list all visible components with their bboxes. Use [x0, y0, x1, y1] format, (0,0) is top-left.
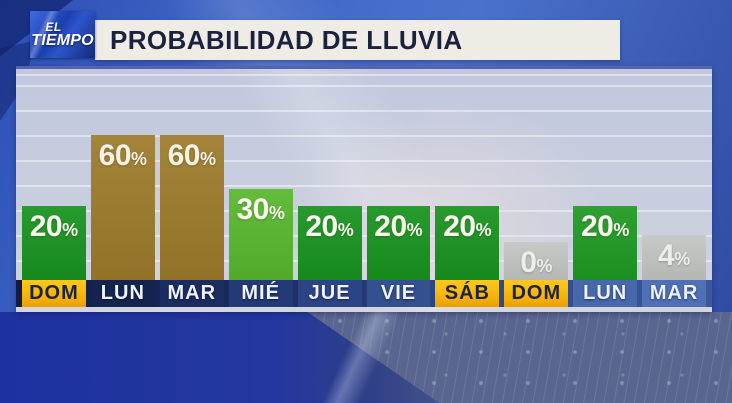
bar-value: 60%	[98, 139, 148, 172]
day-label: LUN	[573, 280, 638, 307]
title-bar: PROBABILIDAD DE LLUVIA	[95, 20, 620, 60]
bar-column: 30%	[228, 189, 293, 280]
percent-sign: %	[674, 249, 691, 269]
percent-sign: %	[536, 256, 553, 276]
bar-column: 20%	[297, 206, 362, 280]
percent-sign: %	[199, 149, 216, 169]
day-label: VIE	[366, 280, 431, 307]
bar: 4%	[642, 235, 707, 280]
bar-value: 0%	[520, 246, 553, 279]
bars-row: 20% 60% 60% 30% 20% 20% 20% 0% 20% 4%	[16, 69, 712, 280]
bar: 20%	[435, 206, 500, 280]
day-label: JUE	[297, 280, 362, 307]
bar-value: 60%	[167, 139, 216, 172]
bar: 20%	[366, 206, 431, 280]
bar: 20%	[573, 206, 638, 280]
bar-column: 60%	[159, 135, 224, 280]
percent-sign: %	[131, 149, 148, 169]
bar-column: 20%	[435, 206, 500, 280]
bar-column: 20%	[573, 206, 638, 280]
percent-sign: %	[613, 220, 630, 240]
percent-sign: %	[62, 220, 79, 240]
bar-column: 60%	[90, 135, 155, 280]
day-label: DOM	[504, 280, 569, 307]
day-labels-row: DOM LUN MAR MIÉ JUE VIE SÁB DOM LUN MAR	[16, 280, 712, 307]
bar: 30%	[228, 189, 293, 280]
bar-value: 20%	[581, 210, 630, 243]
bar-column: 0%	[504, 242, 569, 280]
bar-column: 20%	[22, 206, 86, 280]
bar-value: 20%	[305, 210, 354, 243]
bar-column: 4%	[642, 235, 707, 280]
bar-value: 20%	[29, 210, 79, 243]
page-title: PROBABILIDAD DE LLUVIA	[110, 24, 463, 55]
percent-sign: %	[268, 203, 285, 223]
bar-column: 20%	[366, 206, 431, 280]
percent-sign: %	[475, 220, 492, 240]
day-label: SÁB	[435, 280, 500, 307]
bar: 60%	[159, 135, 224, 280]
day-label: MIÉ	[228, 280, 293, 307]
bar: 60%	[90, 135, 155, 280]
logo-line-el: EL	[45, 19, 62, 34]
background-bottom-band	[0, 312, 732, 403]
background-diagonal-edge	[0, 312, 732, 403]
logo-line-tiempo: TIEMPO	[31, 31, 94, 49]
bar: 20%	[22, 206, 86, 280]
percent-sign: %	[406, 220, 423, 240]
el-tiempo-logo: EL TIEMPO	[30, 11, 95, 58]
day-label: MAR	[642, 280, 707, 307]
bar-value: 20%	[443, 210, 492, 243]
bar-value: 20%	[374, 210, 423, 243]
chart-panel: 20% 60% 60% 30% 20% 20% 20% 0% 20% 4% DOM LUN MAR MI…	[16, 66, 712, 312]
day-label: LUN	[90, 280, 155, 307]
bar: 0%	[504, 242, 569, 280]
bar: 20%	[297, 206, 362, 280]
bar-value: 4%	[658, 239, 691, 272]
bar-value: 30%	[236, 193, 285, 226]
day-label: DOM	[22, 280, 86, 307]
percent-sign: %	[337, 220, 354, 240]
day-label: MAR	[159, 280, 224, 307]
